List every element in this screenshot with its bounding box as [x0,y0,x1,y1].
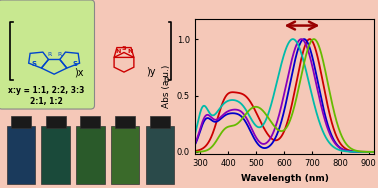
Bar [80,116,101,128]
Text: S: S [31,61,36,67]
Text: S: S [122,46,126,51]
FancyBboxPatch shape [0,0,94,109]
Text: R: R [47,52,51,57]
Text: n: n [163,75,168,84]
Text: S: S [72,61,77,67]
Bar [76,126,105,184]
Text: R: R [57,52,61,57]
Bar [150,116,170,128]
Bar [11,116,31,128]
Bar [6,126,35,184]
Text: x:y = 1:1, 2:2, 3:3: x:y = 1:1, 2:2, 3:3 [8,86,85,95]
Bar [115,116,135,128]
Text: N: N [115,49,120,54]
Text: )x: )x [74,67,84,77]
Bar [41,126,70,184]
Text: )y: )y [146,67,155,77]
Text: N: N [128,49,133,54]
X-axis label: Wavelength (nm): Wavelength (nm) [240,174,328,183]
Text: 2:1, 1:2: 2:1, 1:2 [30,97,63,106]
Bar [45,116,66,128]
Bar [111,126,139,184]
Bar [146,126,174,184]
Y-axis label: Abs (a.u.): Abs (a.u.) [162,65,171,108]
